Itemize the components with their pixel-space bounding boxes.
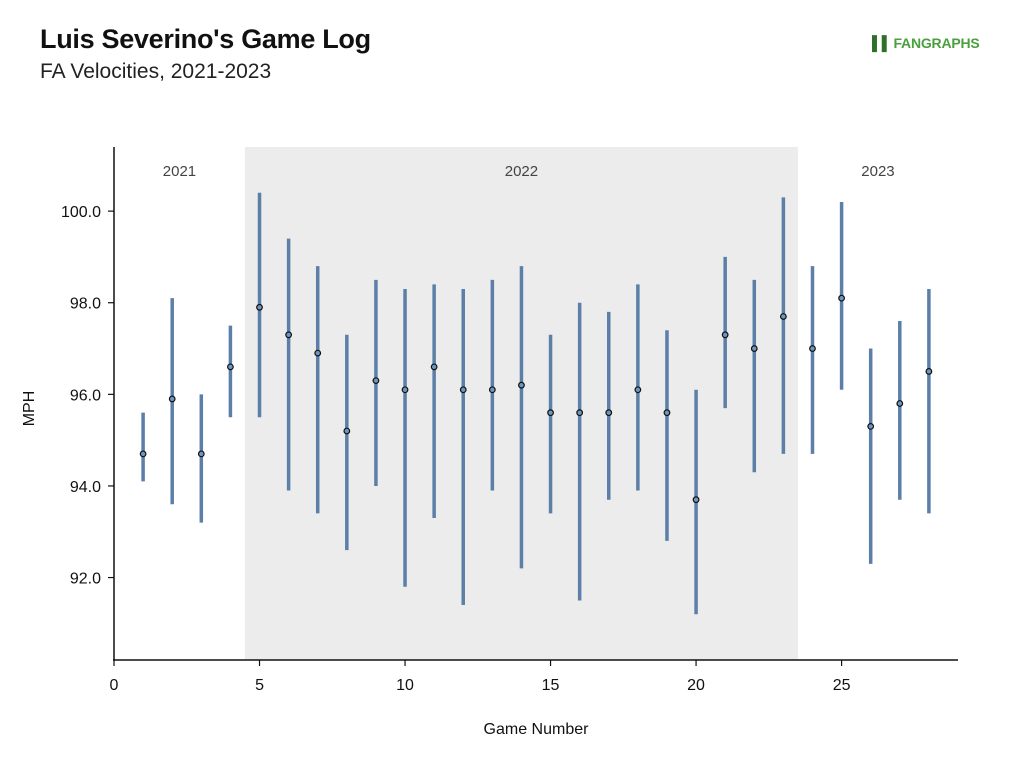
- mean-velocity-point: [459, 386, 467, 394]
- mean-velocity-point: [488, 386, 496, 394]
- x-tick-label: 15: [542, 677, 560, 694]
- mean-velocity-point: [518, 381, 525, 389]
- mean-velocity-point: [634, 386, 642, 394]
- mean-velocity-point: [692, 496, 700, 504]
- mean-velocity-point: [168, 395, 176, 403]
- mean-velocity-point: [547, 409, 554, 417]
- mean-velocity-point: [401, 386, 409, 394]
- season-label: 2022: [505, 163, 538, 180]
- mean-velocity-point: [227, 363, 234, 371]
- y-tick-label: 92.0: [70, 571, 101, 588]
- y-tick-label: 94.0: [70, 479, 101, 496]
- mean-velocity-point: [838, 294, 845, 302]
- mean-velocity-point: [867, 423, 875, 430]
- fangraphs-logo-icon: ▌▌: [872, 35, 892, 51]
- y-tick-label: 98.0: [70, 296, 101, 313]
- chart-title: Luis Severino's Game Log: [40, 24, 371, 54]
- season-label: 2021: [163, 163, 196, 180]
- mean-velocity-point: [605, 409, 613, 417]
- mean-velocity-point: [809, 345, 816, 352]
- mean-velocity-point: [343, 427, 351, 435]
- fangraphs-logo: ▌▌ FANGRAPHS: [872, 35, 980, 51]
- season-label: 2023: [861, 163, 894, 180]
- x-tick-label: 20: [687, 677, 705, 694]
- y-axis-label: MPH: [21, 391, 38, 427]
- y-tick-label: 96.0: [70, 387, 101, 404]
- mean-velocity-point: [925, 368, 933, 375]
- x-tick-label: 10: [396, 677, 414, 694]
- x-tick-label: 25: [833, 677, 851, 694]
- x-tick-label: 0: [110, 677, 119, 694]
- mean-velocity-point: [896, 400, 904, 407]
- mean-velocity-point: [372, 377, 380, 384]
- mean-velocity-point: [750, 345, 758, 352]
- y-tick-label: 100.0: [61, 204, 101, 221]
- mean-velocity-point: [779, 313, 787, 320]
- mean-velocity-point: [314, 349, 322, 357]
- mean-velocity-point: [663, 409, 671, 417]
- mean-velocity-point: [139, 450, 147, 458]
- fangraphs-logo-text: FANGRAPHS: [893, 35, 980, 51]
- mean-velocity-point: [576, 409, 584, 417]
- mean-velocity-point: [721, 331, 729, 339]
- mean-velocity-point: [256, 303, 263, 311]
- mean-velocity-point: [285, 331, 293, 339]
- mean-velocity-point: [430, 363, 438, 371]
- chart-subtitle: FA Velocities, 2021-2023: [40, 60, 272, 83]
- x-axis-label: Game Number: [484, 721, 590, 738]
- x-tick-label: 5: [255, 677, 264, 694]
- mean-velocity-point: [197, 450, 205, 458]
